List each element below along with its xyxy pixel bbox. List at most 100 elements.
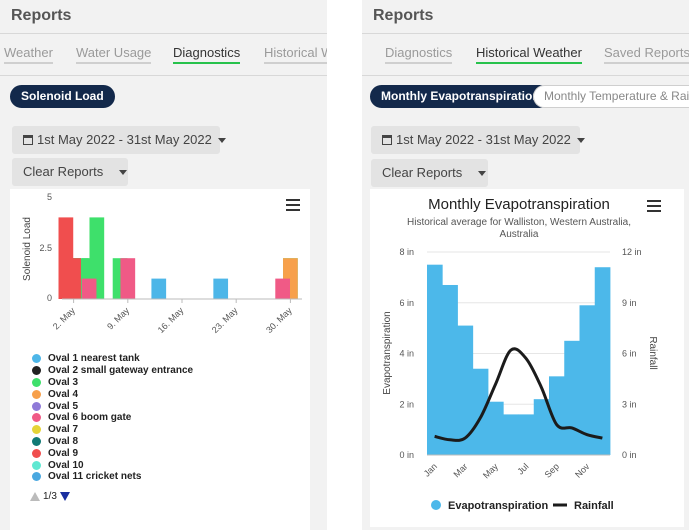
tab-weather[interactable]: Weather — [4, 45, 53, 64]
rainfall-line[interactable] — [434, 347, 603, 442]
legend-item[interactable]: Oval 2 small gateway entrance — [32, 365, 193, 377]
chart-subtitle: Historical average for Walliston, Wester… — [407, 217, 631, 240]
legend-item[interactable]: Oval 5 — [32, 400, 193, 412]
y-tick-label: 4 in — [399, 349, 414, 359]
caret-down-icon — [119, 170, 128, 176]
y-tick-label: 5 — [47, 192, 52, 202]
legend-label: Oval 1 nearest tank — [48, 353, 140, 365]
legend-label: Oval 5 — [48, 400, 79, 412]
legend-item[interactable]: Oval 3 — [32, 377, 193, 389]
chart-title: Monthly Evapotranspiration — [428, 196, 610, 213]
evapotranspiration-step-may[interactable] — [488, 401, 504, 455]
chart-menu-icon[interactable] — [647, 200, 661, 212]
evapotranspiration-step-nov[interactable] — [579, 305, 596, 455]
evapotranspiration-chart: Monthly Evapotranspiration Historical av… — [382, 196, 658, 512]
x-tick-label: Nov — [573, 461, 592, 480]
left-screen: Reports Weather Water Usage Diagnostics … — [0, 0, 327, 530]
legend-label: Oval 11 cricket nets — [48, 471, 142, 483]
legend-marker — [32, 436, 41, 446]
evapotranspiration-step-sep[interactable] — [549, 376, 565, 455]
legend-item[interactable]: Oval 6 boom gate — [32, 412, 193, 424]
y2-tick-label: 9 in — [622, 298, 637, 308]
legend-marker — [32, 366, 41, 376]
legend-label: Oval 8 — [48, 435, 79, 447]
page-down-icon[interactable] — [59, 492, 70, 501]
date-range-label: 1st May 2022 - 31st May 2022 — [37, 132, 212, 147]
y-tick-label: 2 in — [399, 399, 414, 409]
tab-historical-weather[interactable]: Historical W — [264, 45, 327, 64]
chart-menu-icon[interactable] — [286, 199, 300, 211]
bar-oval-1-nearest-tank[interactable] — [151, 278, 167, 299]
legend-item[interactable]: Oval 4 — [32, 388, 193, 400]
clear-reports-button[interactable]: Clear Reports — [12, 158, 128, 186]
page-title: Reports — [373, 7, 434, 24]
tab-diagnostics[interactable]: Diagnostics — [385, 45, 453, 64]
date-range-dropdown[interactable]: 1st May 2022 - 31st May 2022 — [371, 126, 585, 154]
evapotranspiration-step-oct[interactable] — [564, 340, 580, 455]
legend-item[interactable]: Oval 11 cricket nets — [32, 471, 193, 483]
legend-label: Oval 3 — [48, 376, 79, 388]
calendar-icon — [23, 135, 33, 145]
report-pill-solenoid-load[interactable]: Solenoid Load — [10, 85, 115, 108]
y2-axis-title: Rainfall — [647, 336, 658, 369]
legend-label: Oval 7 — [48, 424, 79, 436]
tab-saved-reports[interactable]: Saved Reports — [604, 45, 689, 64]
legend-rainfall-label[interactable]: Rainfall — [574, 500, 614, 512]
legend-label: Oval 4 — [48, 388, 79, 400]
tab-historical-weather[interactable]: Historical Weather — [476, 45, 582, 64]
bar-oval-6-boom-gate[interactable] — [120, 258, 136, 299]
x-tick-label: 30. May — [264, 305, 294, 335]
evapotranspiration-step-jul[interactable] — [518, 414, 535, 455]
legend-item[interactable]: Oval 9 — [32, 447, 193, 459]
legend-marker — [32, 460, 41, 470]
clear-reports-button[interactable]: Clear Reports — [371, 159, 488, 187]
bar-oval-1-nearest-tank[interactable] — [213, 278, 229, 299]
legend-label: Oval 2 small gateway entrance — [48, 365, 194, 377]
bar-oval-6-boom-gate[interactable] — [81, 278, 97, 299]
evapotranspiration-step-apr[interactable] — [472, 368, 489, 455]
legend-marker — [32, 389, 41, 399]
page-up-icon[interactable] — [30, 492, 40, 501]
legend-pagination: 1/3 — [30, 491, 70, 502]
y2-tick-label: 6 in — [622, 349, 637, 359]
right-screen: Reports Diagnostics Historical Weather S… — [362, 0, 689, 530]
evapotranspiration-step-mar[interactable] — [457, 325, 474, 455]
legend-label: Oval 9 — [48, 447, 79, 459]
legend-evapotranspiration-label[interactable]: Evapotranspiration — [448, 500, 549, 512]
x-tick-label: 2. May — [51, 305, 78, 332]
legend-marker — [32, 448, 41, 458]
x-tick-label: 23. May — [210, 305, 240, 335]
date-range-dropdown[interactable]: 1st May 2022 - 31st May 2022 — [12, 126, 226, 154]
page-title: Reports — [11, 7, 72, 24]
x-tick-label: 16. May — [156, 305, 186, 335]
y-tick-label: 2.5 — [39, 243, 52, 253]
legend-item[interactable]: Oval 10 — [32, 459, 193, 471]
divider — [362, 33, 689, 34]
evapotranspiration-step-feb[interactable] — [442, 284, 458, 455]
y2-tick-label: 0 in — [622, 450, 637, 460]
x-tick-label: Sep — [543, 461, 561, 479]
evapotranspiration-step-jan[interactable] — [427, 264, 443, 455]
tab-water-usage[interactable]: Water Usage — [76, 45, 152, 64]
legend-item[interactable]: Oval 8 — [32, 436, 193, 448]
legend-marker — [32, 377, 41, 387]
caret-down-icon — [478, 171, 487, 177]
legend-item[interactable]: Oval 1 nearest tank — [32, 353, 193, 365]
chart-card: Monthly Evapotranspiration Historical av… — [370, 189, 684, 527]
legend-item[interactable]: Oval 7 — [32, 424, 193, 436]
evapotranspiration-step-jun[interactable] — [503, 414, 519, 455]
y-axis-title: Evapotranspiration — [382, 311, 393, 394]
caret-down-icon — [217, 138, 226, 144]
legend-evapotranspiration-marker — [431, 500, 441, 510]
evapotranspiration-step-dec[interactable] — [594, 267, 611, 455]
x-tick-label: 9. May — [105, 305, 132, 332]
bar-oval-6-boom-gate[interactable] — [275, 278, 290, 299]
report-pill-monthly-temperature-rain[interactable]: Monthly Temperature & Rain — [533, 85, 689, 108]
report-pill-monthly-evapotranspiration[interactable]: Monthly Evapotranspiration — [370, 85, 551, 108]
y-tick-label: 8 in — [399, 247, 414, 257]
evapotranspiration-step-aug[interactable] — [533, 399, 550, 455]
chart-legend: Oval 1 nearest tank Oval 2 small gateway … — [32, 353, 193, 483]
tab-diagnostics[interactable]: Diagnostics — [173, 45, 241, 64]
bar-oval-9[interactable] — [66, 258, 81, 299]
x-tick-label: Jul — [515, 461, 530, 476]
